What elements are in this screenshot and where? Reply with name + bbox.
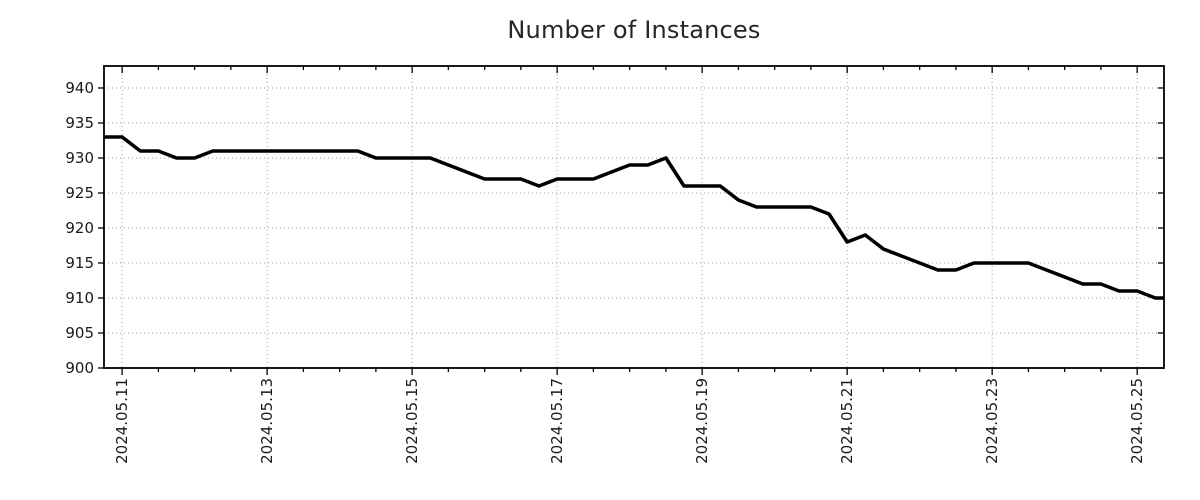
y-axis-tick-label: 920 [65,219,94,237]
x-axis-tick-label: 2024.05.19 [693,378,711,464]
y-axis-tick-label: 940 [65,79,94,97]
y-axis-tick-label: 915 [65,254,94,272]
data-line [104,135,1164,300]
y-axis-tick-label: 910 [65,289,94,307]
plot-border [103,65,1165,369]
x-tick-labels: 2024.05.11 2024.05.13 2024.05.15 2024.05.17… [113,378,1146,464]
x-axis-tick-label: 2024.05.15 [403,378,421,464]
y-axis-tick-label: 900 [65,359,94,377]
x-axis-tick-label: 2024.05.13 [258,378,276,464]
x-axis-tick-label: 2024.05.25 [1128,378,1146,464]
x-axis-tick-label: 2024.05.17 [548,378,566,464]
y-axis-tick-label: 925 [65,184,94,202]
x-axis-tick-label: 2024.05.21 [838,378,856,464]
x-axis-tick-label: 2024.05.11 [113,378,131,464]
chart-title: Number of Instances [507,16,761,44]
y-axis-tick-label: 905 [65,324,94,342]
y-tick-labels: 900 905 910 915 920 925 930 935 940 [65,79,94,377]
x-axis-tick-label: 2024.05.23 [983,378,1001,464]
y-axis-tick-label: 930 [65,149,94,167]
grid-lines [104,66,1164,369]
y-axis-tick-label: 935 [65,114,94,132]
axis-ticks [98,66,1164,375]
